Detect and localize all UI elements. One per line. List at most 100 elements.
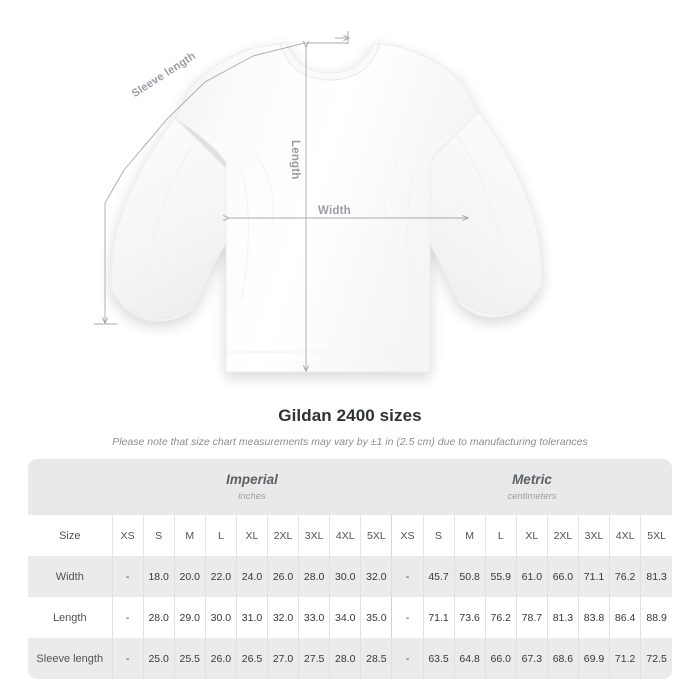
cell-sleeve-length-3xl-imperial: 27.5 bbox=[298, 638, 330, 679]
cell-sleeve-length-4xl-metric: 71.2 bbox=[609, 638, 641, 679]
cell-width-m-metric: 50.8 bbox=[453, 556, 486, 597]
cell-sleeve-length-m-imperial: 25.5 bbox=[173, 638, 206, 679]
size-header-2xl-metric: 2XL bbox=[546, 515, 579, 556]
cell-width-xl-metric: 61.0 bbox=[515, 556, 548, 597]
width-label: Width bbox=[318, 205, 351, 217]
cell-width-xs-imperial: - bbox=[111, 556, 144, 597]
size-header-m-imperial: M bbox=[173, 515, 206, 556]
page-title: Gildan 2400 sizes bbox=[278, 406, 422, 425]
measurement-label: Length bbox=[28, 597, 113, 638]
title-block: Gildan 2400 sizes Please note that size … bbox=[0, 405, 700, 449]
cell-length-4xl-imperial: 34.0 bbox=[329, 597, 361, 638]
garment-illustration: Sleeve length Length Width bbox=[94, 31, 543, 373]
size-header-5xl-metric: 5XL bbox=[640, 515, 672, 556]
measurement-label: Sleeve length bbox=[28, 638, 113, 679]
size-header-3xl-imperial: 3XL bbox=[298, 515, 330, 556]
cell-length-s-metric: 71.1 bbox=[422, 597, 455, 638]
size-header-4xl-imperial: 4XL bbox=[329, 515, 361, 556]
cell-length-2xl-imperial: 32.0 bbox=[266, 597, 299, 638]
cell-width-5xl-imperial: 32.0 bbox=[360, 556, 392, 597]
cell-width-5xl-metric: 81.3 bbox=[640, 556, 672, 597]
cell-sleeve-length-4xl-imperial: 28.0 bbox=[329, 638, 361, 679]
unit-system-imperial: Imperial inches bbox=[112, 459, 392, 515]
table-row: Sleeve length -25.0 25.5 26.0 26.5 27.0 27.5 28… bbox=[28, 638, 672, 679]
cell-length-3xl-metric: 83.8 bbox=[577, 597, 610, 638]
cell-sleeve-length-l-imperial: 26.0 bbox=[204, 638, 237, 679]
unit-system-unit: centimeters bbox=[507, 490, 557, 502]
cell-width-s-metric: 45.7 bbox=[422, 556, 455, 597]
cell-width-l-imperial: 22.0 bbox=[204, 556, 237, 597]
cell-sleeve-length-m-metric: 64.8 bbox=[453, 638, 486, 679]
tolerance-note: Please note that size chart measurements… bbox=[112, 436, 588, 448]
unit-system-name: Metric bbox=[512, 471, 552, 487]
cell-sleeve-length-xl-metric: 67.3 bbox=[515, 638, 548, 679]
cell-length-xs-imperial: - bbox=[111, 597, 144, 638]
size-header-l-metric: L bbox=[484, 515, 517, 556]
cell-width-3xl-imperial: 28.0 bbox=[298, 556, 330, 597]
cell-sleeve-length-5xl-metric: 72.5 bbox=[640, 638, 672, 679]
size-column-header: Size bbox=[28, 515, 113, 556]
table-row: Width -18.0 20.0 22.0 24.0 26.0 28.0 30.0 32.0-4… bbox=[28, 556, 672, 597]
cell-sleeve-length-xs-imperial: - bbox=[111, 638, 144, 679]
cell-length-5xl-imperial: 35.0 bbox=[360, 597, 392, 638]
cell-length-xl-imperial: 31.0 bbox=[235, 597, 268, 638]
cell-sleeve-length-xl-imperial: 26.5 bbox=[235, 638, 268, 679]
size-header-3xl-metric: 3XL bbox=[577, 515, 610, 556]
cell-sleeve-length-2xl-imperial: 27.0 bbox=[266, 638, 299, 679]
cell-width-3xl-metric: 71.1 bbox=[577, 556, 610, 597]
size-header-xl-metric: XL bbox=[515, 515, 548, 556]
measurement-label: Width bbox=[28, 556, 113, 597]
garment-body-shape bbox=[110, 41, 543, 373]
dimension-lines bbox=[94, 31, 468, 371]
size-header-5xl-imperial: 5XL bbox=[360, 515, 392, 556]
cell-width-s-imperial: 18.0 bbox=[142, 556, 175, 597]
sleeve-length-dimension bbox=[94, 31, 349, 325]
length-label: Length bbox=[289, 140, 301, 180]
cell-width-xl-imperial: 24.0 bbox=[235, 556, 268, 597]
cell-sleeve-length-s-metric: 63.5 bbox=[422, 638, 455, 679]
cell-length-m-imperial: 29.0 bbox=[173, 597, 206, 638]
band-blank-cell bbox=[28, 459, 113, 515]
cell-width-l-metric: 55.9 bbox=[484, 556, 517, 597]
cell-width-xs-metric: - bbox=[391, 556, 423, 597]
cell-sleeve-length-2xl-metric: 68.6 bbox=[546, 638, 579, 679]
cell-length-l-imperial: 30.0 bbox=[204, 597, 237, 638]
cell-sleeve-length-xs-metric: - bbox=[391, 638, 423, 679]
cell-length-xs-metric: - bbox=[391, 597, 423, 638]
cell-sleeve-length-3xl-metric: 69.9 bbox=[577, 638, 610, 679]
cell-sleeve-length-5xl-imperial: 28.5 bbox=[360, 638, 392, 679]
cell-sleeve-length-l-metric: 66.0 bbox=[484, 638, 517, 679]
size-header-s-metric: S bbox=[422, 515, 455, 556]
unit-system-metric: Metric centimeters bbox=[391, 459, 672, 515]
unit-system-name: Imperial bbox=[226, 471, 278, 487]
cell-length-4xl-metric: 86.4 bbox=[609, 597, 641, 638]
cell-length-2xl-metric: 81.3 bbox=[546, 597, 579, 638]
size-table: Imperial inches Metric centimeters Size XS S M L… bbox=[28, 459, 672, 679]
unit-system-band-row: Imperial inches Metric centimeters bbox=[28, 459, 672, 515]
size-table-container: Imperial inches Metric centimeters Size XS S M L… bbox=[28, 459, 672, 679]
cell-length-xl-metric: 78.7 bbox=[515, 597, 548, 638]
cell-length-3xl-imperial: 33.0 bbox=[298, 597, 330, 638]
cell-length-s-imperial: 28.0 bbox=[142, 597, 175, 638]
cell-width-4xl-imperial: 30.0 bbox=[329, 556, 361, 597]
table-row: Length -28.0 29.0 30.0 31.0 32.0 33.0 34.0 35.0-… bbox=[28, 597, 672, 638]
size-header-2xl-imperial: 2XL bbox=[266, 515, 299, 556]
cell-width-2xl-imperial: 26.0 bbox=[266, 556, 299, 597]
size-header-xs-imperial: XS bbox=[111, 515, 144, 556]
garment-drawing bbox=[94, 31, 543, 373]
size-header-4xl-metric: 4XL bbox=[609, 515, 641, 556]
cell-width-m-imperial: 20.0 bbox=[173, 556, 206, 597]
cell-width-4xl-metric: 76.2 bbox=[609, 556, 641, 597]
size-header-l-imperial: L bbox=[204, 515, 237, 556]
cell-width-2xl-metric: 66.0 bbox=[546, 556, 579, 597]
size-header-s-imperial: S bbox=[142, 515, 175, 556]
cell-length-5xl-metric: 88.9 bbox=[640, 597, 672, 638]
size-header-xl-imperial: XL bbox=[235, 515, 268, 556]
size-header-row: Size XS S M L XL 2XL 3XL 4XL 5XL XS S M L XL 2XL 3XL 4XL 5… bbox=[28, 515, 672, 556]
cell-sleeve-length-s-imperial: 25.0 bbox=[142, 638, 175, 679]
unit-system-unit: inches bbox=[238, 490, 266, 502]
cell-length-l-metric: 76.2 bbox=[484, 597, 517, 638]
size-header-xs-metric: XS bbox=[391, 515, 423, 556]
cell-length-m-metric: 73.6 bbox=[453, 597, 486, 638]
